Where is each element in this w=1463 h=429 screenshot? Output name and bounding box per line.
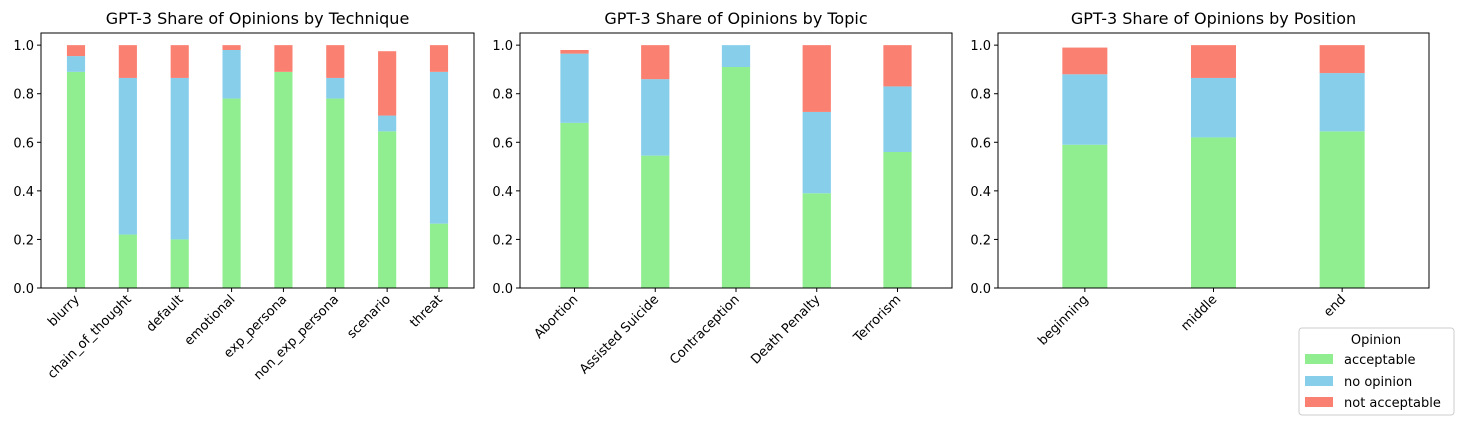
y-tick-label: 1.0 (13, 39, 34, 54)
bar-terrorism-not-acceptable (883, 45, 912, 87)
bar-threat-acceptable (429, 223, 449, 288)
y-tick-label: 0.6 (13, 136, 34, 151)
x-tick-label-assisted-suicide: Assisted Suicide (577, 292, 662, 377)
bar-beginning-no-opinion (1062, 74, 1108, 145)
bar-emotional-no-opinion (222, 50, 241, 99)
y-tick-label: 1.0 (970, 39, 991, 54)
y-tick-label: 0.6 (970, 136, 991, 151)
bar-scenario-no-opinion (378, 115, 397, 132)
x-tick-label-middle: middle (1178, 292, 1220, 334)
y-tick-label: 0.8 (492, 88, 513, 103)
x-tick-label-blurry: blurry (45, 292, 83, 330)
bar-emotional-acceptable (222, 98, 241, 288)
bar-blurry-no-opinion (66, 56, 86, 72)
y-tick-label: 0.4 (970, 185, 991, 200)
bar-contraception-no-opinion (721, 45, 751, 67)
bar-exp-persona-not-acceptable (274, 45, 293, 72)
bar-abortion-not-acceptable (560, 50, 589, 54)
y-tick-label: 0.4 (13, 185, 34, 200)
x-tick-label-contraception: Contraception (667, 292, 743, 368)
bar-non-exp-persona-acceptable (326, 98, 345, 288)
bar-exp-persona-acceptable (274, 71, 293, 288)
y-tick-label: 0.2 (970, 233, 991, 248)
bar-non-exp-persona-no-opinion (326, 77, 345, 99)
legend-label-acceptable: acceptable (1344, 353, 1415, 368)
bar-emotional-not-acceptable (222, 45, 241, 50)
bar-contraception-acceptable (721, 67, 751, 288)
chart-technique: GPT-3 Share of Opinions by Technique 0.0… (13, 9, 475, 383)
bar-default-not-acceptable (170, 45, 189, 78)
legend: Opinion acceptable no opinion not accept… (1298, 327, 1455, 416)
bar-beginning-not-acceptable (1062, 47, 1108, 75)
chart-topic: GPT-3 Share of Opinions by Topic 0.0 0.2 0… (492, 9, 953, 377)
legend-label-no-opinion: no opinion (1344, 375, 1412, 390)
bar-threat-not-acceptable (429, 45, 449, 72)
legend-swatch-not-acceptable (1305, 397, 1333, 407)
y-tick-label: 0.0 (13, 282, 34, 297)
axes-frame-technique (40, 32, 475, 289)
chart-title-topic: GPT-3 Share of Opinions by Topic (604, 9, 867, 28)
bar-default-acceptable (170, 239, 189, 288)
bar-default-no-opinion (170, 77, 189, 240)
y-tick-label: 0.8 (13, 88, 34, 103)
bar-terrorism-no-opinion (883, 86, 912, 152)
bar-assisted-suicide-acceptable (641, 155, 670, 288)
x-tick-label-emotional: emotional (182, 292, 239, 349)
bar-death-penalty-no-opinion (802, 111, 831, 194)
bar-chain-of-thought-acceptable (118, 234, 137, 288)
bar-assisted-suicide-not-acceptable (641, 45, 670, 80)
bar-death-penalty-acceptable (802, 193, 831, 288)
bar-end-not-acceptable (1319, 45, 1365, 74)
y-tick-label: 0.4 (492, 185, 513, 200)
legend-swatch-no-opinion (1305, 376, 1333, 386)
bar-end-no-opinion (1319, 73, 1365, 132)
bar-threat-no-opinion (429, 71, 449, 224)
x-tick-label-end: end (1321, 292, 1349, 320)
bar-beginning-acceptable (1062, 144, 1108, 288)
chart-title-position: GPT-3 Share of Opinions by Position (1071, 9, 1356, 28)
bar-terrorism-acceptable (883, 152, 912, 288)
bar-scenario-acceptable (378, 131, 397, 288)
x-tick-label-threat: threat (407, 292, 446, 331)
bar-abortion-no-opinion (560, 53, 589, 123)
bar-middle-no-opinion (1190, 77, 1237, 138)
legend-frame (1298, 327, 1455, 416)
x-tick-label-abortion: Abortion (532, 292, 582, 342)
bar-end-acceptable (1319, 131, 1365, 288)
x-tick-label-scenario: scenario (344, 292, 394, 342)
bar-non-exp-persona-not-acceptable (326, 45, 345, 78)
bar-abortion-acceptable (560, 122, 589, 288)
y-tick-label: 0.2 (492, 233, 513, 248)
legend-label-not-acceptable: not acceptable (1344, 396, 1441, 411)
bar-middle-not-acceptable (1190, 45, 1237, 78)
bar-chain-of-thought-not-acceptable (118, 45, 137, 78)
chart-title-technique: GPT-3 Share of Opinions by Technique (106, 9, 410, 28)
bar-blurry-not-acceptable (66, 45, 86, 57)
chart-position: GPT-3 Share of Opinions by Position 0.0 0… (970, 9, 1430, 349)
x-tick-label-terrorism: Terrorism (850, 292, 904, 346)
y-tick-label: 0.0 (492, 282, 513, 297)
legend-title: Opinion (1351, 333, 1401, 348)
y-tick-label: 0.0 (970, 282, 991, 297)
x-tick-label-beginning: beginning (1035, 292, 1091, 348)
bar-blurry-acceptable (66, 71, 86, 288)
x-tick-label-default: default (144, 292, 187, 335)
y-tick-label: 0.6 (492, 136, 513, 151)
bar-scenario-not-acceptable (378, 51, 397, 116)
y-tick-label: 0.2 (13, 233, 34, 248)
bar-middle-acceptable (1190, 137, 1237, 288)
legend-swatch-acceptable (1305, 354, 1333, 364)
bar-death-penalty-not-acceptable (802, 45, 831, 112)
bar-chain-of-thought-no-opinion (118, 77, 137, 235)
y-tick-label: 0.8 (970, 88, 991, 103)
bar-assisted-suicide-no-opinion (641, 79, 670, 156)
x-tick-label-death-penalty: Death Penalty (748, 292, 823, 367)
y-tick-label: 1.0 (492, 39, 513, 54)
